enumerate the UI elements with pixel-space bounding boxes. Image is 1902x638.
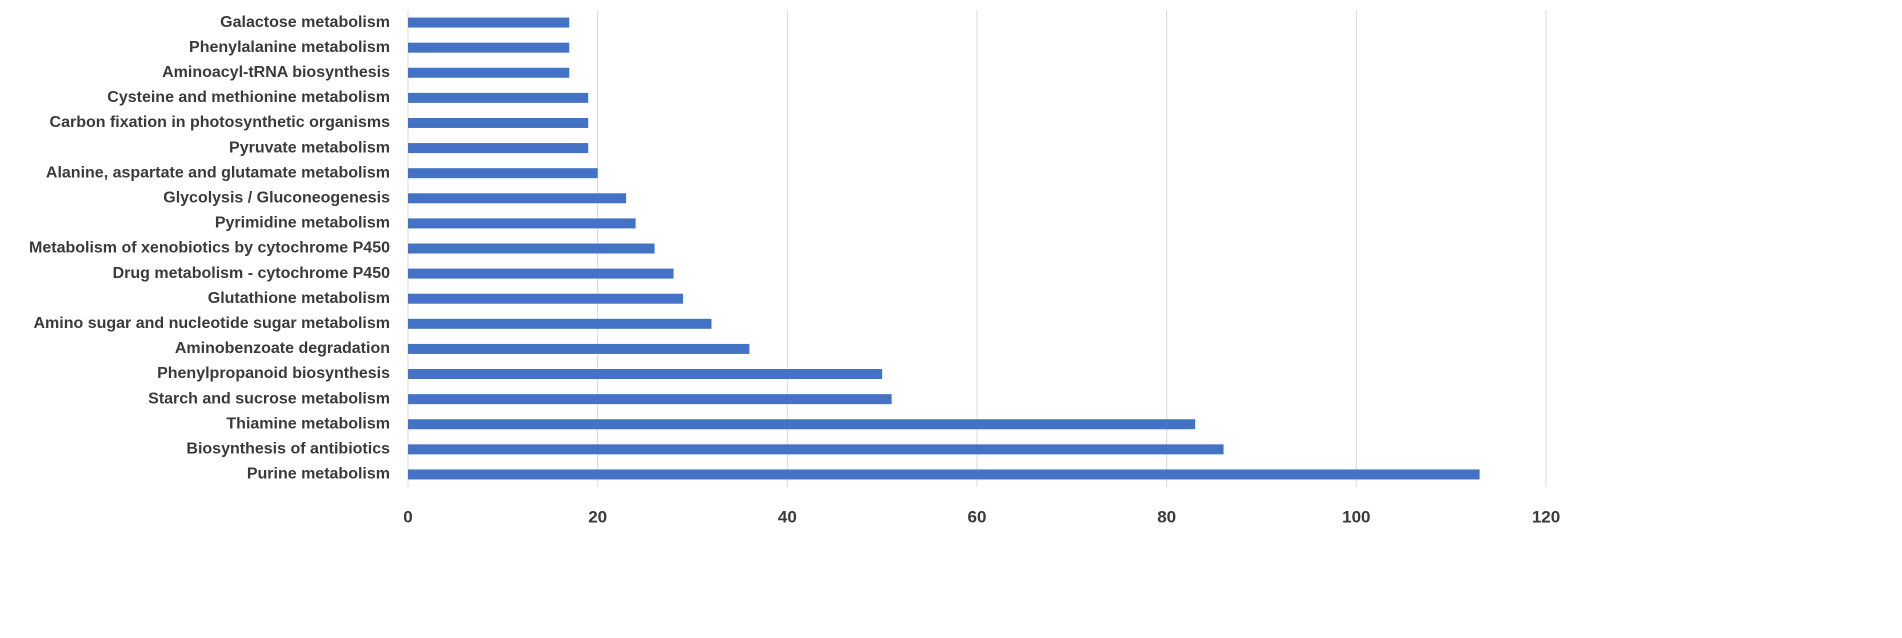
bar <box>408 67 570 78</box>
y-tick-label: Biosynthesis of antibiotics <box>186 441 390 458</box>
bar <box>408 92 589 103</box>
bar <box>408 419 1196 430</box>
y-tick-label: Glycolysis / Gluconeogenesis <box>163 190 390 207</box>
x-tick-label: 20 <box>588 507 607 526</box>
y-tick-label: Metabolism of xenobiotics by cytochrome … <box>29 240 390 257</box>
y-tick-label: Carbon fixation in photosynthetic organi… <box>50 114 391 131</box>
x-tick-label: 60 <box>968 507 987 526</box>
x-tick-label: 40 <box>778 507 797 526</box>
bar <box>408 394 892 405</box>
x-tick-label: 100 <box>1342 507 1370 526</box>
y-tick-label: Glutathione metabolism <box>208 290 390 307</box>
bar <box>408 42 570 53</box>
y-tick-label: Phenylalanine metabolism <box>189 39 390 56</box>
bar <box>408 444 1224 455</box>
y-tick-label: Galactose metabolism <box>220 14 390 31</box>
y-tick-label: Pyrimidine metabolism <box>215 215 390 232</box>
x-tick-label: 120 <box>1532 507 1560 526</box>
y-tick-label: Starch and sucrose metabolism <box>148 390 390 407</box>
bar <box>408 17 570 28</box>
y-tick-label: Purine metabolism <box>247 466 390 483</box>
y-tick-label: Drug metabolism - cytochrome P450 <box>113 265 391 282</box>
y-tick-label: Aminobenzoate degradation <box>175 340 390 357</box>
y-tick-label: Aminoacyl-tRNA biosynthesis <box>162 64 390 81</box>
bar <box>408 343 750 354</box>
y-tick-label: Pyruvate metabolism <box>229 139 390 156</box>
bar <box>408 218 636 229</box>
y-tick-label: Thiamine metabolism <box>226 415 390 432</box>
y-tick-label: Amino sugar and nucleotide sugar metabol… <box>33 315 390 332</box>
x-tick-label: 0 <box>403 507 412 526</box>
bar <box>408 268 674 279</box>
bar <box>408 469 1480 480</box>
bar <box>408 143 589 154</box>
bar <box>408 168 598 179</box>
y-tick-label: Alanine, aspartate and glutamate metabol… <box>46 164 390 181</box>
y-tick-label: Phenylpropanoid biosynthesis <box>157 365 390 382</box>
x-tick-label: 80 <box>1157 507 1176 526</box>
bar <box>408 318 712 329</box>
bar <box>408 243 655 254</box>
y-tick-label: Cysteine and methionine metabolism <box>107 89 390 106</box>
bar <box>408 293 684 304</box>
bar <box>408 193 627 204</box>
bar <box>408 117 589 128</box>
bar <box>408 369 883 380</box>
